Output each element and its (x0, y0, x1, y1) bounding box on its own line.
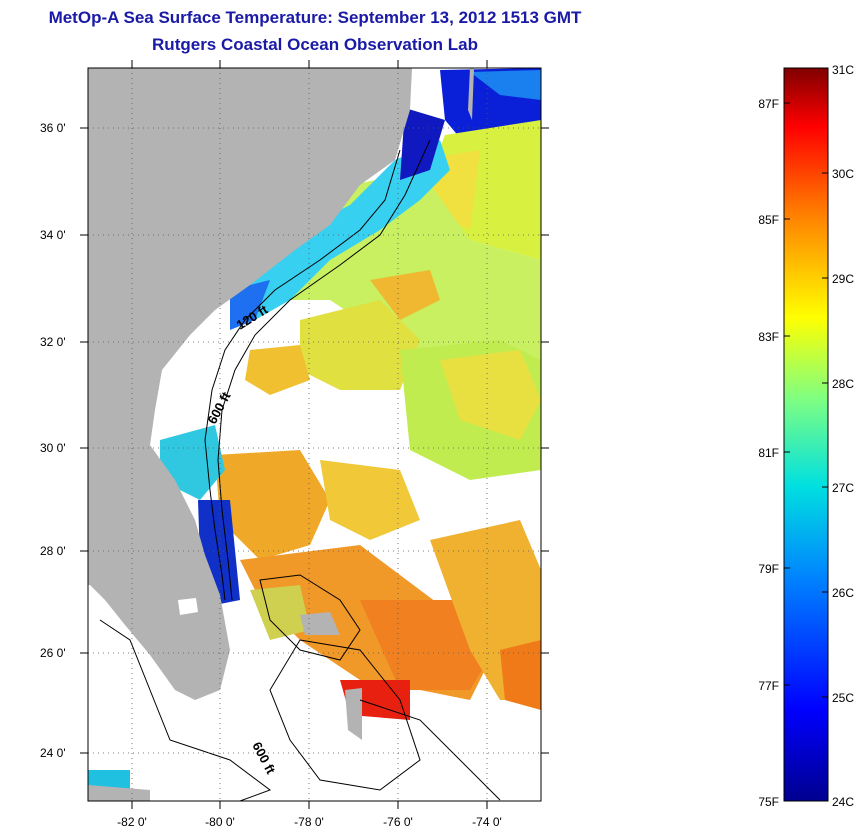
lon-label: -80 0' (205, 815, 235, 829)
ticks (80, 60, 549, 809)
lat-label: 32 0' (40, 335, 66, 349)
map-title: MetOp-A Sea Surface Temperature: Septemb… (48, 8, 582, 27)
latitude-labels: 36 0' 34 0' 32 0' 30 0' 28 0' 26 0' 24 0… (40, 121, 66, 760)
fahrenheit-label: 77F (758, 679, 779, 693)
celsius-label: 24C (832, 795, 854, 809)
fahrenheit-label: 85F (758, 213, 779, 227)
lat-label: 34 0' (40, 228, 66, 242)
lon-label: -74 0' (472, 815, 502, 829)
lon-label: -82 0' (117, 815, 147, 829)
map-area: 120 ft 600 ft 600 ft (88, 68, 541, 801)
longitude-labels: -82 0' -80 0' -78 0' -76 0' -74 0' (117, 815, 502, 829)
lat-label: 24 0' (40, 746, 66, 760)
celsius-label: 31C (832, 63, 854, 77)
colorbar-celsius-labels: 31C 30C 29C 28C 27C 26C 25C 24C (832, 63, 854, 809)
lat-label: 30 0' (40, 441, 66, 455)
celsius-label: 30C (832, 167, 854, 181)
fahrenheit-label: 81F (758, 446, 779, 460)
colorbar (783, 67, 829, 802)
lat-label: 28 0' (40, 544, 66, 558)
lon-label: -78 0' (294, 815, 324, 829)
celsius-label: 26C (832, 586, 854, 600)
celsius-label: 28C (832, 377, 854, 391)
isobath-contours (99, 139, 501, 801)
celsius-label: 27C (832, 481, 854, 495)
celsius-label: 25C (832, 691, 854, 705)
celsius-label: 29C (832, 272, 854, 286)
map-frame (87, 67, 542, 802)
land (88, 68, 474, 801)
lat-label: 36 0' (40, 121, 66, 135)
fahrenheit-label: 87F (758, 97, 779, 111)
lon-label: -76 0' (383, 815, 413, 829)
map-subtitle: Rutgers Coastal Ocean Observation Lab (152, 35, 478, 54)
lat-label: 26 0' (40, 646, 66, 660)
graticule (88, 68, 541, 801)
fahrenheit-label: 83F (758, 330, 779, 344)
colorbar-ticks (784, 102, 828, 698)
fahrenheit-label: 75F (758, 795, 779, 809)
colorbar-fahrenheit-labels: 87F 85F 83F 81F 79F 77F 75F (758, 97, 779, 809)
fahrenheit-label: 79F (758, 562, 779, 576)
